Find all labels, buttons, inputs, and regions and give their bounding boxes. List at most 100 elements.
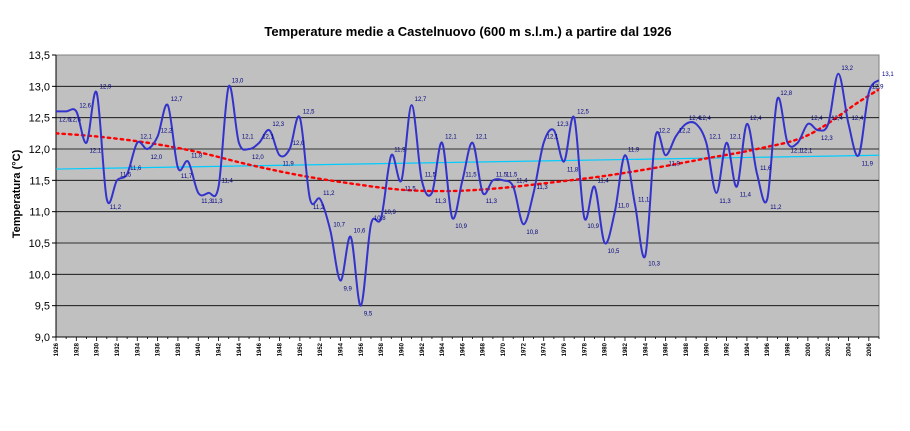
data-label: 10,6 bbox=[354, 229, 366, 235]
data-label: 12,1 bbox=[445, 135, 457, 141]
data-label: 12,2 bbox=[679, 128, 691, 134]
y-tick-label: 12,0 bbox=[29, 144, 50, 156]
data-label: 11,5 bbox=[496, 172, 508, 178]
data-label: 12,3 bbox=[821, 136, 833, 142]
data-label: 12,7 bbox=[171, 97, 183, 103]
data-label: 13,1 bbox=[882, 72, 894, 78]
x-tick-label: 1958 bbox=[379, 342, 385, 356]
data-label: 12,0 bbox=[252, 155, 264, 161]
x-tick-label: 1994 bbox=[745, 342, 751, 356]
data-label: 11,3 bbox=[211, 199, 223, 205]
data-label: 11,5 bbox=[120, 172, 132, 178]
data-label: 12,1 bbox=[262, 135, 274, 141]
data-label: 12,1 bbox=[242, 135, 254, 141]
data-label: 11,4 bbox=[516, 179, 528, 185]
data-label: 10,3 bbox=[648, 262, 660, 268]
x-tick-label: 1996 bbox=[765, 342, 771, 356]
data-label: 12,4 bbox=[750, 116, 762, 122]
data-label: 10,9 bbox=[587, 224, 599, 230]
data-label: 10,8 bbox=[374, 216, 386, 222]
x-tick-label: 2000 bbox=[806, 342, 812, 356]
x-tick-label: 1984 bbox=[643, 342, 649, 356]
x-tick-label: 2002 bbox=[826, 342, 832, 356]
x-tick-label: 1928 bbox=[74, 342, 80, 356]
x-tick-label: 1946 bbox=[257, 342, 263, 356]
x-tick-label: 1974 bbox=[542, 342, 548, 356]
data-label: 10,9 bbox=[455, 224, 467, 230]
data-label: 12,6 bbox=[59, 117, 71, 123]
data-label: 11,3 bbox=[719, 199, 731, 205]
data-label: 12,4 bbox=[811, 116, 823, 122]
x-tick-label: 1964 bbox=[440, 342, 446, 356]
data-label: 11,2 bbox=[323, 191, 335, 197]
x-tick-label: 1968 bbox=[481, 342, 487, 356]
data-label: 11,5 bbox=[506, 172, 518, 178]
x-tick-label: 1942 bbox=[217, 342, 223, 356]
data-label: 12,9 bbox=[100, 85, 112, 91]
y-tick-label: 9,5 bbox=[35, 301, 50, 313]
data-label: 11,9 bbox=[283, 161, 295, 167]
temperature-series-line bbox=[56, 72, 879, 307]
data-label: 12,1 bbox=[801, 149, 813, 155]
x-tick-label: 1982 bbox=[623, 342, 629, 356]
data-label: 12,0 bbox=[293, 141, 305, 147]
data-label: 10,7 bbox=[333, 222, 345, 228]
x-tick-label: 1952 bbox=[318, 342, 324, 356]
data-label: 12,6 bbox=[79, 103, 91, 109]
x-tick-label: 1980 bbox=[603, 342, 609, 356]
x-tick-label: 1956 bbox=[359, 342, 365, 356]
data-label: 12,2 bbox=[658, 128, 670, 134]
x-tick-label: 1960 bbox=[399, 342, 405, 356]
x-tick-label: 1988 bbox=[684, 342, 690, 356]
data-label: 11,3 bbox=[435, 199, 447, 205]
y-tick-label: 10,5 bbox=[29, 238, 50, 250]
data-label: 12,0 bbox=[150, 155, 162, 161]
x-tick-label: 1926 bbox=[54, 342, 60, 356]
data-label: 12,2 bbox=[161, 128, 173, 134]
x-tick-label: 1930 bbox=[95, 342, 101, 356]
y-tick-label: 11,5 bbox=[29, 175, 50, 187]
data-label: 12,1 bbox=[547, 135, 559, 141]
x-tick-label: 1938 bbox=[176, 342, 182, 356]
data-label: 12,3 bbox=[557, 122, 569, 128]
data-label: 11,3 bbox=[486, 199, 498, 205]
data-label: 11,5 bbox=[465, 172, 477, 178]
data-label: 12,4 bbox=[699, 116, 711, 122]
x-tick-label: 1976 bbox=[562, 342, 568, 356]
x-tick-label: 1934 bbox=[135, 342, 141, 356]
x-tick-label: 2004 bbox=[847, 342, 853, 356]
polynomial-trend-line bbox=[56, 88, 879, 193]
plot-area bbox=[55, 54, 880, 338]
data-label: 12,5 bbox=[577, 110, 589, 116]
x-tick-label: 1954 bbox=[338, 342, 344, 356]
data-label: 12,1 bbox=[791, 149, 803, 155]
data-label: 12,1 bbox=[89, 149, 101, 155]
data-label: 11,4 bbox=[222, 179, 234, 185]
data-label: 11,9 bbox=[862, 161, 874, 167]
x-tick-label: 1944 bbox=[237, 342, 243, 356]
series-group bbox=[56, 72, 879, 307]
data-label: 11,7 bbox=[181, 174, 193, 180]
x-tick-label: 2006 bbox=[867, 342, 873, 356]
x-tick-label: 1932 bbox=[115, 342, 121, 356]
data-label: 9,5 bbox=[364, 312, 373, 318]
data-label: 11,3 bbox=[201, 199, 213, 205]
x-tick-label: 1948 bbox=[278, 342, 284, 356]
data-label: 12,4 bbox=[852, 116, 864, 122]
data-label: 12,4 bbox=[831, 116, 843, 122]
x-tick-label: 1990 bbox=[704, 342, 710, 356]
data-label: 12,1 bbox=[476, 135, 488, 141]
data-label: 10,9 bbox=[384, 210, 396, 216]
data-label: 11,4 bbox=[598, 179, 610, 185]
x-tick-label: 1986 bbox=[664, 342, 670, 356]
data-label: 12,1 bbox=[709, 135, 721, 141]
x-tick-label: 1950 bbox=[298, 342, 304, 356]
x-tick-label: 1936 bbox=[156, 342, 162, 356]
y-tick-label: 9,0 bbox=[35, 332, 50, 344]
x-tick-label: 1972 bbox=[521, 342, 527, 356]
x-tick-label: 1978 bbox=[582, 342, 588, 356]
data-label: 9,9 bbox=[343, 287, 352, 293]
data-label: 13,2 bbox=[841, 66, 853, 72]
data-label: 11,9 bbox=[669, 161, 681, 167]
